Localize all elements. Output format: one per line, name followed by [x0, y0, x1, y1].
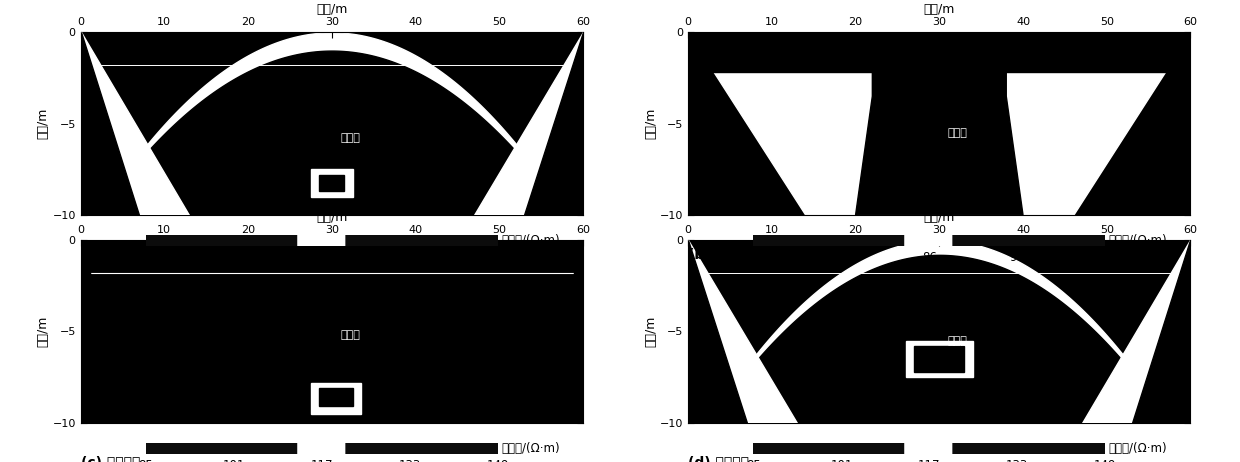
X-axis label: 距离/m: 距离/m [316, 3, 347, 16]
Y-axis label: 深度/m: 深度/m [645, 316, 657, 347]
Text: 101: 101 [831, 459, 853, 462]
Text: 102: 102 [223, 251, 246, 264]
Text: 102: 102 [1094, 251, 1116, 264]
Text: 隐患体: 隐患体 [340, 133, 360, 143]
Polygon shape [1123, 32, 1190, 215]
Text: 138: 138 [486, 251, 508, 264]
Y-axis label: 深度/m: 深度/m [37, 108, 50, 139]
Polygon shape [319, 388, 352, 406]
Polygon shape [319, 175, 345, 191]
Text: 117: 117 [918, 459, 940, 462]
Polygon shape [914, 346, 965, 371]
X-axis label: 距离/m: 距离/m [924, 211, 955, 224]
Text: 86: 86 [921, 251, 936, 264]
Text: 山体: 山体 [707, 372, 720, 382]
Polygon shape [311, 169, 352, 197]
Polygon shape [525, 32, 583, 215]
Polygon shape [81, 32, 139, 215]
Text: 70: 70 [746, 251, 761, 264]
Polygon shape [905, 340, 973, 377]
Polygon shape [688, 32, 1190, 73]
Text: 133: 133 [398, 459, 420, 462]
Text: 149: 149 [1094, 459, 1116, 462]
X-axis label: 距离/m: 距离/m [316, 211, 347, 224]
Text: 电阻率/(Ω·m): 电阻率/(Ω·m) [501, 442, 559, 455]
Polygon shape [533, 240, 583, 423]
Text: 电阻率/(Ω·m): 电阻率/(Ω·m) [1109, 234, 1167, 247]
Polygon shape [311, 383, 361, 413]
Polygon shape [81, 32, 190, 215]
Text: 电阻率/(Ω·m): 电阻率/(Ω·m) [501, 234, 559, 247]
Text: 94: 94 [1009, 251, 1024, 264]
Text: 114: 114 [310, 251, 332, 264]
Text: 隐患体: 隐患体 [947, 335, 967, 346]
Text: 85: 85 [139, 459, 154, 462]
Text: (c) 温纳微分: (c) 温纳微分 [81, 455, 140, 462]
Text: (d) 温纳联合: (d) 温纳联合 [688, 455, 749, 462]
Polygon shape [474, 32, 583, 215]
Text: 85: 85 [746, 459, 761, 462]
Polygon shape [688, 32, 1190, 69]
Text: 隐患体: 隐患体 [947, 128, 967, 138]
Text: (b) 温纳偶极: (b) 温纳偶极 [688, 247, 749, 261]
Polygon shape [81, 240, 583, 262]
Polygon shape [856, 32, 1023, 215]
Polygon shape [1081, 240, 1190, 423]
Text: 电阻率/(Ω·m): 电阻率/(Ω·m) [1109, 442, 1167, 455]
Text: 117: 117 [310, 459, 332, 462]
Text: 101: 101 [223, 459, 246, 462]
Polygon shape [1132, 240, 1190, 423]
Y-axis label: 深度/m: 深度/m [37, 316, 50, 347]
Polygon shape [688, 240, 746, 423]
Text: 126: 126 [398, 251, 420, 264]
Text: 山体: 山体 [99, 164, 113, 174]
Text: 山体: 山体 [99, 363, 113, 373]
X-axis label: 距离/m: 距离/m [924, 3, 955, 16]
Text: 133: 133 [1006, 459, 1028, 462]
Text: 山体: 山体 [723, 155, 737, 165]
Polygon shape [81, 240, 131, 423]
Y-axis label: 深度/m: 深度/m [645, 108, 657, 139]
Text: 78: 78 [835, 251, 849, 264]
Text: 隐患体: 隐患体 [340, 330, 360, 340]
Text: (a) 温纳四极: (a) 温纳四极 [81, 247, 141, 261]
Text: 149: 149 [486, 459, 508, 462]
Text: 山体: 山体 [1142, 155, 1156, 165]
Text: 山体: 山体 [1158, 372, 1172, 382]
Text: 山体: 山体 [551, 164, 564, 174]
Text: 90: 90 [139, 251, 154, 264]
Polygon shape [688, 240, 797, 423]
Text: 山体: 山体 [551, 363, 564, 373]
Polygon shape [688, 32, 755, 215]
